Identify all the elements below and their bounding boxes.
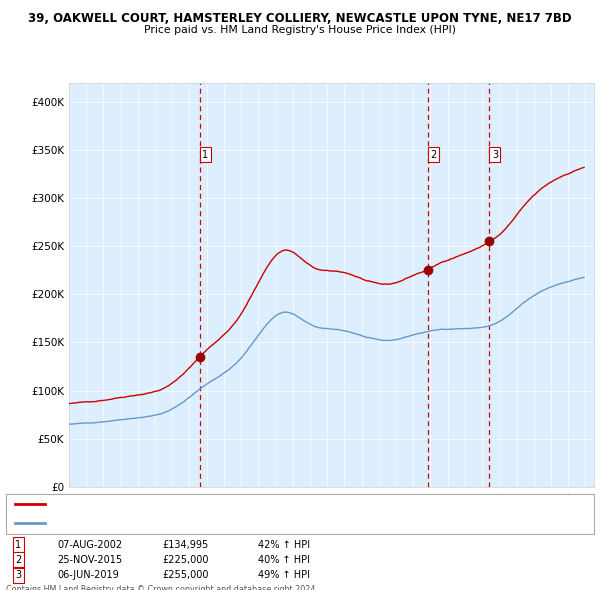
Text: 39, OAKWELL COURT, HAMSTERLEY COLLIERY, NEWCASTLE UPON TYNE, NE17 7BD (deta: 39, OAKWELL COURT, HAMSTERLEY COLLIERY, …	[51, 499, 449, 508]
Text: 39, OAKWELL COURT, HAMSTERLEY COLLIERY, NEWCASTLE UPON TYNE, NE17 7BD: 39, OAKWELL COURT, HAMSTERLEY COLLIERY, …	[28, 12, 572, 25]
Text: £134,995: £134,995	[162, 540, 208, 549]
Text: 3: 3	[15, 571, 21, 580]
Text: 42% ↑ HPI: 42% ↑ HPI	[258, 540, 310, 549]
Text: 40% ↑ HPI: 40% ↑ HPI	[258, 555, 310, 565]
Text: 1: 1	[202, 150, 208, 160]
Text: 1: 1	[15, 540, 21, 549]
Text: 49% ↑ HPI: 49% ↑ HPI	[258, 571, 310, 580]
Text: 3: 3	[492, 150, 498, 160]
Text: Price paid vs. HM Land Registry's House Price Index (HPI): Price paid vs. HM Land Registry's House …	[144, 25, 456, 35]
Text: 06-JUN-2019: 06-JUN-2019	[57, 571, 119, 580]
Text: £255,000: £255,000	[162, 571, 209, 580]
Text: £225,000: £225,000	[162, 555, 209, 565]
Text: 2: 2	[430, 150, 436, 160]
Text: 25-NOV-2015: 25-NOV-2015	[57, 555, 122, 565]
Text: 07-AUG-2002: 07-AUG-2002	[57, 540, 122, 549]
Text: 2: 2	[15, 555, 21, 565]
Text: HPI: Average price, detached house, County Durham: HPI: Average price, detached house, Coun…	[51, 519, 290, 527]
Text: Contains HM Land Registry data © Crown copyright and database right 2024.: Contains HM Land Registry data © Crown c…	[6, 585, 318, 590]
